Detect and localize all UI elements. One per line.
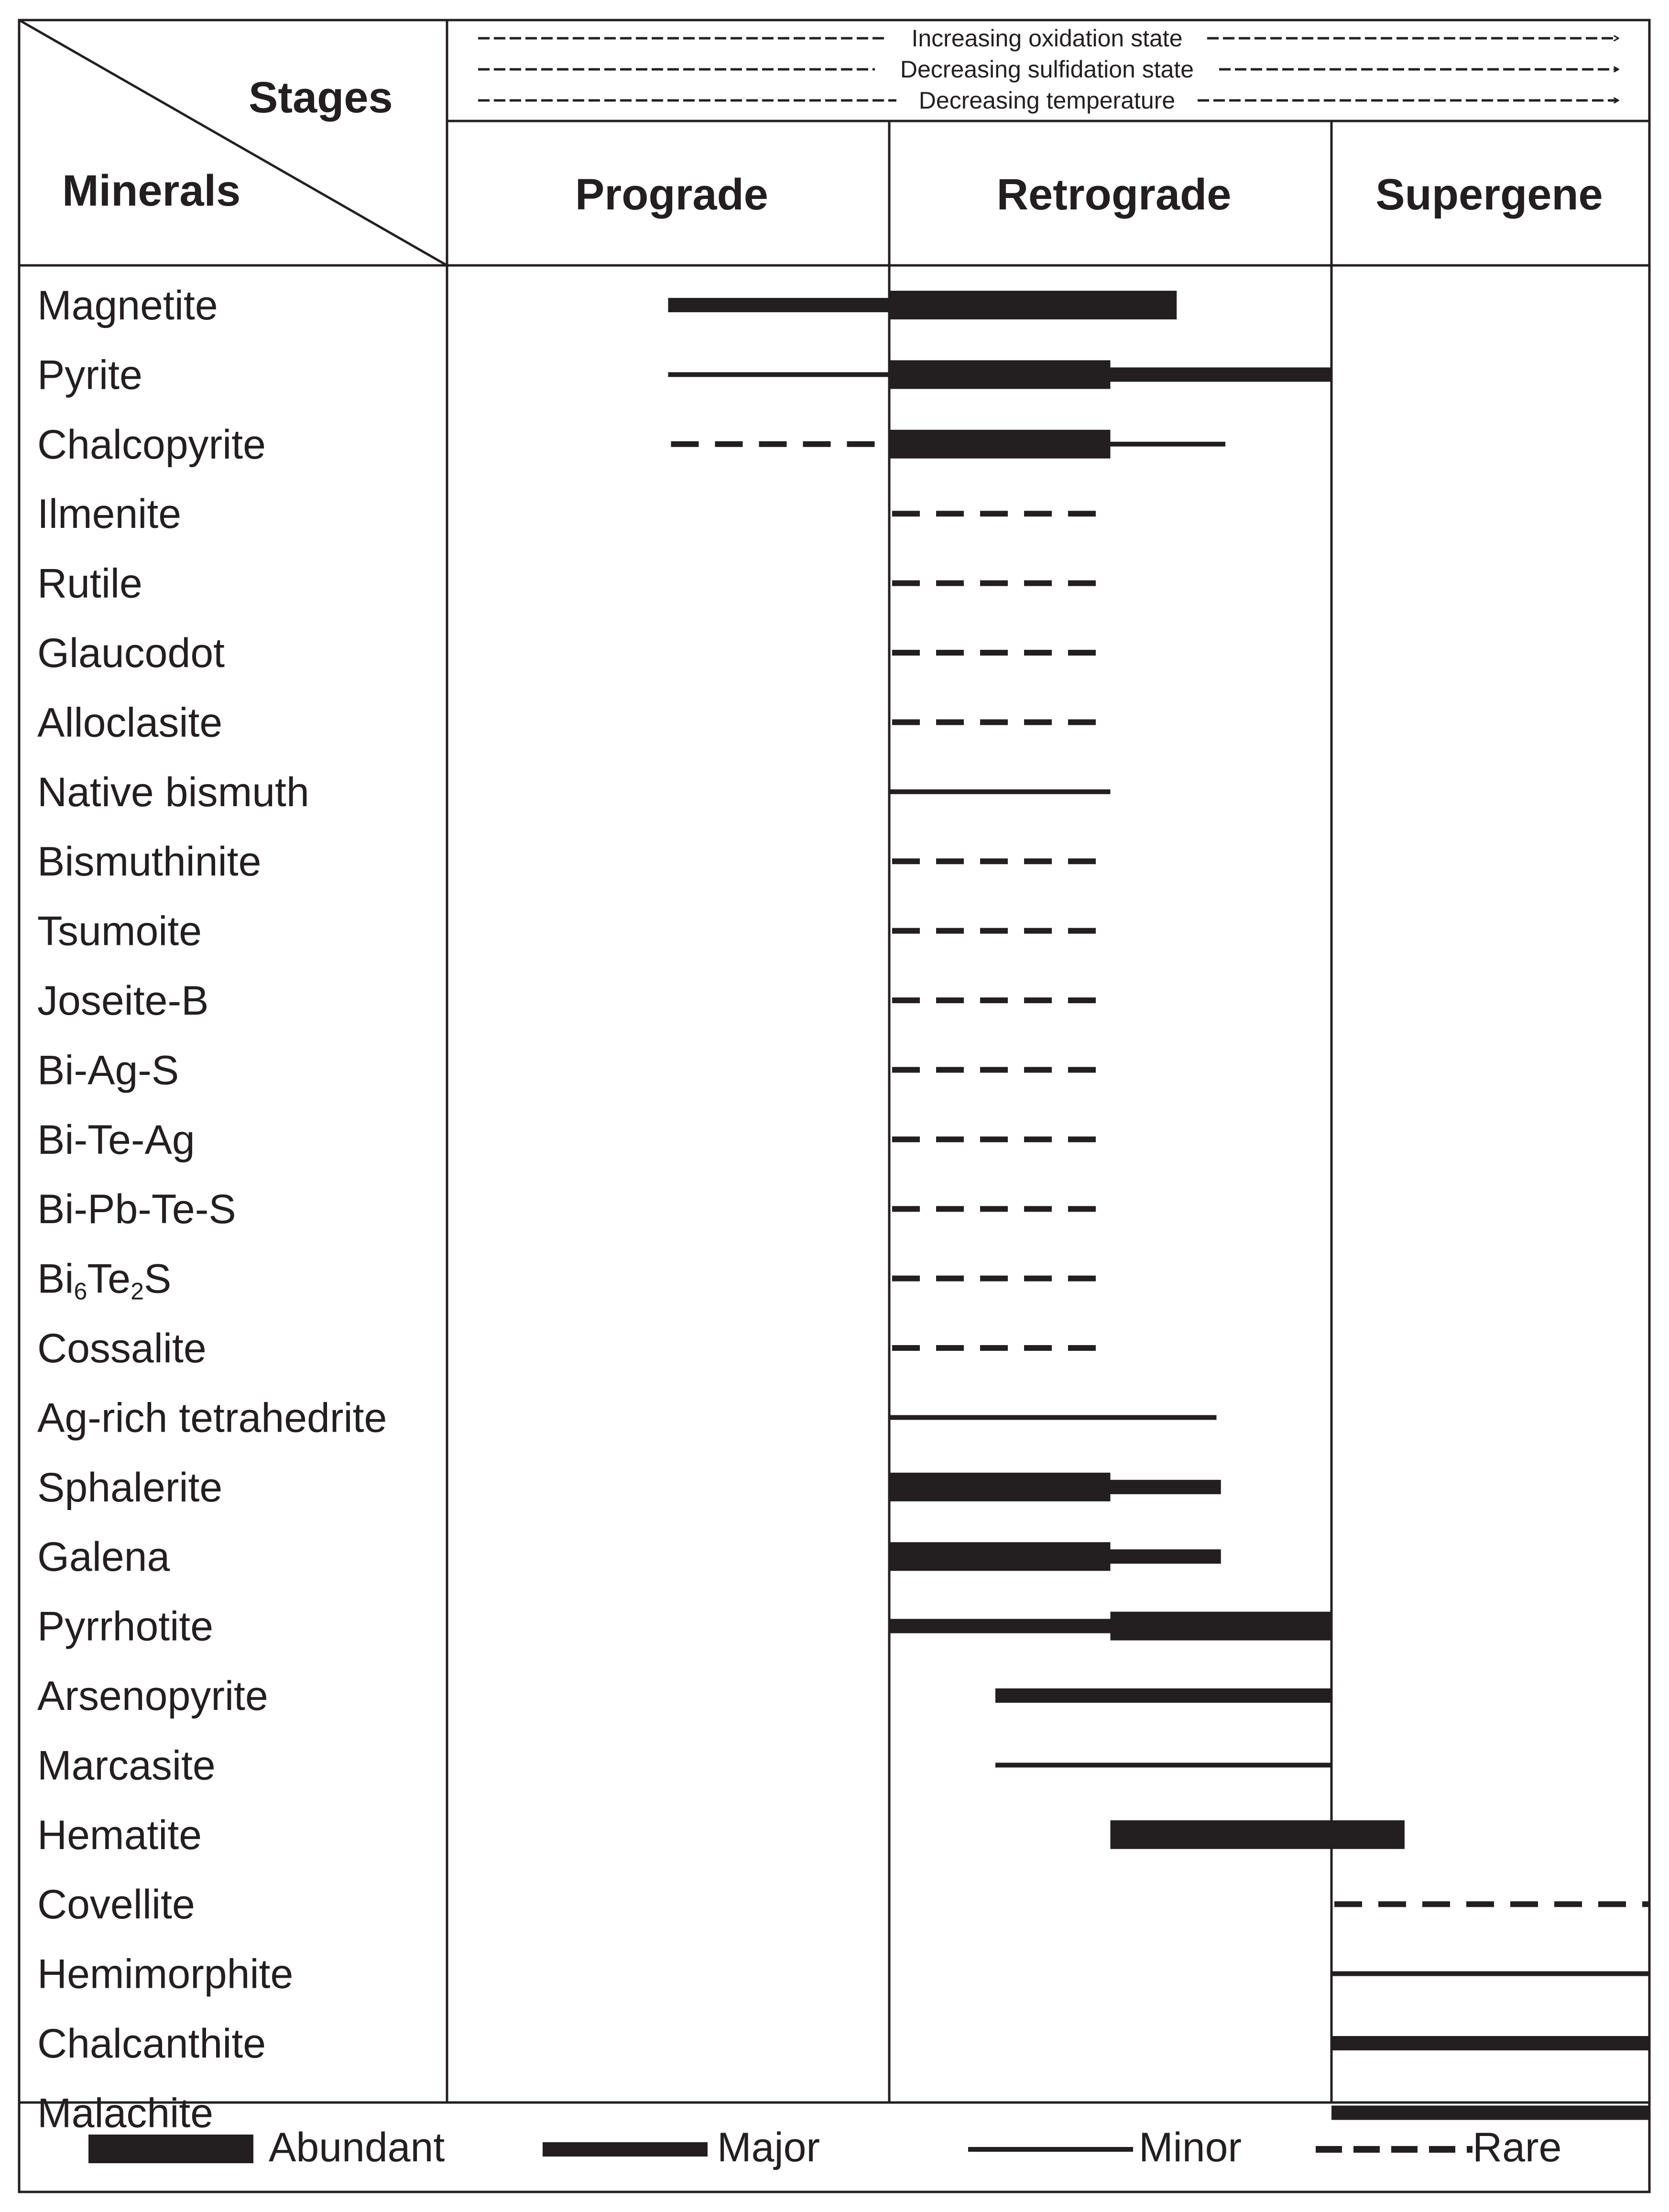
bar-pyrrhotite-major-0 xyxy=(889,1619,1111,1633)
mineral-label-magnetite: Magnetite xyxy=(37,283,218,329)
mineral-label-alloclasite: Alloclasite xyxy=(37,700,222,745)
bar-hemimorphite-minor-0 xyxy=(1331,1971,1649,1976)
mineral-label-malachite: Malachite xyxy=(37,2090,213,2136)
minerals-header-label: Minerals xyxy=(62,166,240,215)
mineral-label-tsumoite: Tsumoite xyxy=(37,909,202,954)
bar-sphalerite-abundant-0 xyxy=(889,1472,1111,1501)
bar-ag-rich-tetrahedrite-minor-0 xyxy=(889,1415,1217,1420)
trend-temperature-label: Decreasing temperature xyxy=(919,87,1175,114)
mineral-label-chalcanthite: Chalcanthite xyxy=(37,2021,266,2067)
stage-header-supergene: Supergene xyxy=(1375,170,1603,219)
legend-abundant-swatch xyxy=(88,2135,253,2163)
mineral-label-arsenopyrite: Arsenopyrite xyxy=(37,1673,268,1719)
bar-hematite-abundant-0 xyxy=(1110,1820,1405,1849)
mineral-label-chalcopyrite: Chalcopyrite xyxy=(37,422,266,468)
mineral-label-hemimorphite: Hemimorphite xyxy=(37,1951,293,1997)
trend-sulfidation-label: Decreasing sulfidation state xyxy=(900,56,1194,83)
mineral-label-glaucodot: Glaucodot xyxy=(37,630,225,676)
bar-chalcanthite-major-0 xyxy=(1331,2036,1649,2050)
mineral-label-bi-ag-s: Bi-Ag-S xyxy=(37,1047,179,1093)
mineral-label-joseite-b: Joseite-B xyxy=(37,978,209,1024)
legend-major-swatch xyxy=(543,2142,708,2157)
mineral-label-pyrite: Pyrite xyxy=(37,352,142,398)
legend-abundant-label: Abundant xyxy=(269,2124,445,2170)
bar-magnetite-major-0 xyxy=(668,298,889,312)
mineral-label-galena: Galena xyxy=(37,1534,170,1580)
mineral-label-sphalerite: Sphalerite xyxy=(37,1465,222,1511)
mineral-label-bi-pb-te-s: Bi-Pb-Te-S xyxy=(37,1186,236,1232)
stage-header-prograde: Prograde xyxy=(575,170,768,219)
bar-chalcopyrite-minor-2 xyxy=(1110,441,1225,447)
mineral-label-bi-te-ag: Bi-Te-Ag xyxy=(37,1117,195,1163)
bar-pyrite-major-2 xyxy=(1110,367,1331,382)
mineral-label-covellite: Covellite xyxy=(37,1882,195,1927)
bar-marcasite-minor-0 xyxy=(995,1763,1331,1768)
mineral-label-ag-rich-tetrahedrite: Ag-rich tetrahedrite xyxy=(37,1395,387,1441)
chart-frame xyxy=(18,19,1651,2193)
stage-header-retrograde: Retrograde xyxy=(997,170,1232,219)
mineral-label-ilmenite: Ilmenite xyxy=(37,491,181,537)
trend-temperature: Decreasing temperature xyxy=(478,87,1618,114)
mineral-label-bi6te2s: Bi6Te2S xyxy=(37,1256,171,1305)
legend-minor-swatch xyxy=(968,2147,1133,2152)
mineral-label-cossalite: Cossalite xyxy=(37,1325,207,1371)
legend: Abundant Major Minor Rare xyxy=(88,2124,1561,2170)
bar-galena-major-1 xyxy=(1110,1549,1221,1564)
mineral-label-pyrrhotite: Pyrrhotite xyxy=(37,1604,213,1650)
bar-sphalerite-major-1 xyxy=(1110,1479,1221,1494)
legend-major-label: Major xyxy=(717,2124,820,2170)
mineral-label-rutile: Rutile xyxy=(37,561,142,607)
bar-pyrite-abundant-1 xyxy=(889,360,1111,389)
legend-rare-label: Rare xyxy=(1473,2124,1561,2170)
bar-native-bismuth-minor-0 xyxy=(889,789,1111,794)
trend-oxidation-label: Increasing oxidation state xyxy=(911,25,1182,52)
mineral-bars xyxy=(668,291,1649,2120)
bar-pyrite-minor-0 xyxy=(668,372,889,377)
bar-arsenopyrite-major-0 xyxy=(995,1688,1331,1703)
bar-chalcopyrite-abundant-1 xyxy=(889,429,1111,459)
mineral-label-hematite: Hematite xyxy=(37,1812,202,1858)
mineral-label-marcasite: Marcasite xyxy=(37,1742,216,1788)
stages-header-label: Stages xyxy=(249,73,393,122)
bar-magnetite-abundant-1 xyxy=(889,291,1177,319)
legend-minor-label: Minor xyxy=(1139,2124,1242,2170)
corner-diagonal xyxy=(18,19,448,267)
bar-pyrrhotite-abundant-1 xyxy=(1110,1611,1331,1641)
mineral-label-bismuthinite: Bismuthinite xyxy=(37,839,261,885)
trend-sulfidation: Decreasing sulfidation state xyxy=(478,56,1618,83)
bar-malachite-major-0 xyxy=(1331,2105,1649,2120)
trend-oxidation: Increasing oxidation state xyxy=(478,25,1618,52)
bar-galena-abundant-0 xyxy=(889,1542,1111,1571)
mineral-labels: Magnetite Pyrite Chalcopyrite Ilmenite Rutil… xyxy=(37,283,387,2136)
mineral-label-native-bismuth: Native bismuth xyxy=(37,769,309,815)
